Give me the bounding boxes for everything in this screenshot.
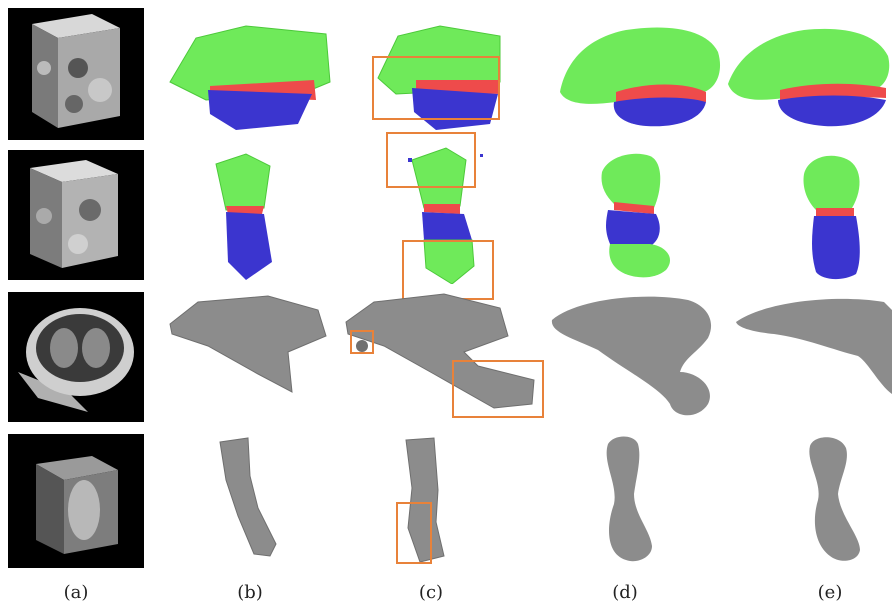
input-volume-row-4 [8, 434, 144, 568]
ground-truth-row-4 [800, 434, 866, 564]
highlight-box-row-4 [396, 502, 432, 564]
ground-truth-row-2 [798, 152, 878, 282]
ground-truth-row-3 [734, 294, 894, 404]
input-volume-row-2 [8, 150, 144, 280]
voxel-result-row-3 [168, 294, 328, 394]
voxel-artifact-row-2 [402, 140, 494, 284]
voxel-result-row-4 [214, 436, 290, 562]
input-volume-row-1 [8, 8, 144, 140]
highlight-box-row-2-bottom [402, 240, 494, 300]
voxel-artifact-row-4 [398, 436, 448, 564]
caption-e: (e) [817, 582, 843, 603]
caption-c: (c) [418, 582, 444, 603]
input-volume-row-3 [8, 292, 144, 422]
voxel-result-row-2 [206, 152, 286, 282]
caption-a: (a) [63, 582, 89, 603]
mesh-result-row-1 [556, 22, 726, 130]
caption-d: (d) [612, 582, 638, 603]
ground-truth-row-1 [724, 22, 894, 130]
caption-b: (b) [237, 582, 263, 603]
highlight-box-row-3-large [452, 360, 544, 418]
voxel-result-row-1 [166, 20, 336, 132]
mesh-result-row-3 [548, 292, 724, 422]
highlight-box-row-3-small [350, 330, 374, 354]
mesh-result-row-2 [594, 150, 684, 282]
mesh-result-row-4 [596, 434, 658, 564]
highlight-box-row-1 [372, 56, 500, 120]
highlight-box-row-2-top [386, 132, 476, 188]
voxel-artifact-row-3 [344, 292, 540, 412]
